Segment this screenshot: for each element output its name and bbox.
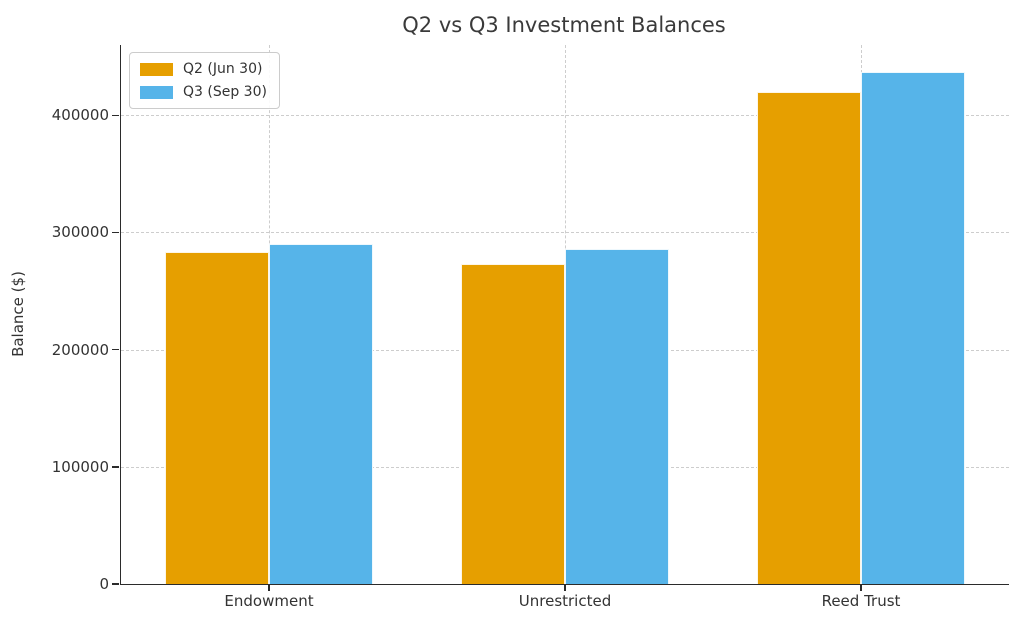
y-tick-label-300000: 300000 (51, 223, 109, 242)
x-tick-label-endowment: Endowment (224, 592, 314, 610)
x-tick-unrestricted (564, 584, 566, 591)
bar-endowment-q3 (269, 244, 373, 584)
y-tick-400000 (112, 114, 120, 117)
x-tick-endowment (268, 584, 270, 591)
y-tick-100000 (112, 466, 120, 468)
y-tick-300000 (112, 231, 120, 234)
y-tick-label-400000: 400000 (51, 106, 109, 125)
y-tick-label-100000: 100000 (51, 457, 109, 476)
legend-label-q3: Q3 (Sep 30) (183, 84, 267, 100)
chart-title: Q2 vs Q3 Investment Balances (402, 13, 726, 37)
y-tick-label-0: 0 (99, 575, 109, 593)
plot-area: Q2 (Jun 30) Q3 (Sep 30) 0 100000 200000 300… (52, 45, 1009, 610)
legend: Q2 (Jun 30) Q3 (Sep 30) (129, 52, 280, 109)
bar-reed-trust-q2 (757, 91, 861, 584)
legend-item-q3: Q3 (Sep 30) (140, 84, 267, 100)
x-tick-reed-trust (860, 584, 862, 591)
y-tick-200000 (112, 348, 120, 351)
legend-label-q2: Q2 (Jun 30) (183, 61, 263, 77)
bar-unrestricted-q3 (565, 248, 669, 584)
x-tick-label-unrestricted: Unrestricted (518, 592, 612, 610)
x-tick-label-reed-trust: Reed Trust (821, 592, 901, 610)
y-axis-label: Balance ($) (9, 271, 27, 357)
legend-swatch-q3 (140, 85, 173, 99)
legend-swatch-q2 (140, 62, 173, 76)
bar-unrestricted-q2 (461, 264, 565, 584)
bar-reed-trust-q3 (861, 71, 965, 584)
y-tick-0 (112, 583, 120, 585)
y-tick-label-200000: 200000 (51, 340, 109, 359)
bar-endowment-q2 (165, 251, 269, 584)
legend-item-q2: Q2 (Jun 30) (140, 61, 267, 77)
